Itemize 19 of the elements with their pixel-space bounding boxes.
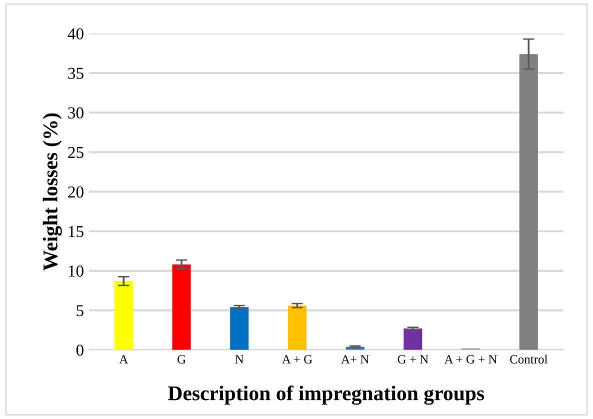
y-tick-label: 0: [76, 344, 84, 356]
x-tick-label: A+ N: [341, 355, 369, 364]
x-tick-label: G + N: [398, 355, 428, 364]
y-axis-title: Weight losses (%): [42, 113, 62, 271]
x-tick-label: A + G + N: [444, 355, 497, 364]
y-tick-label: 25: [68, 146, 84, 158]
x-tick-label: A + G: [282, 355, 312, 364]
y-tick-label: 10: [68, 265, 84, 277]
y-tick-label: 5: [76, 305, 84, 316]
y-tick-label: 35: [68, 68, 84, 80]
y-tick-label: 40: [68, 28, 84, 40]
y-tick-label: 15: [68, 226, 84, 238]
x-tick-label: N: [235, 355, 244, 364]
x-tick-label: G: [178, 355, 186, 364]
y-tick-label: 20: [68, 186, 84, 198]
x-tick-label: Control: [510, 354, 548, 364]
x-axis-title: Description of impregnation groups: [168, 386, 484, 405]
x-tick-label: A: [119, 355, 128, 364]
y-tick-label: 30: [68, 107, 84, 119]
